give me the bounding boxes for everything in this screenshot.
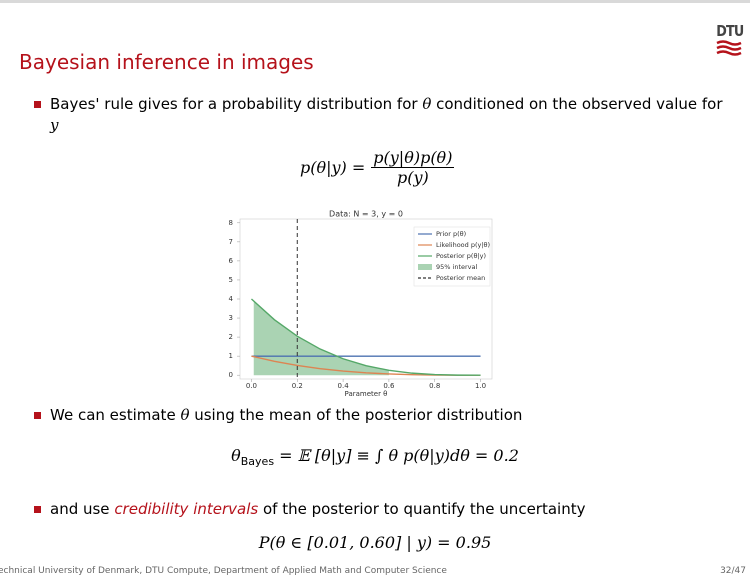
- y-tick-label: 6: [229, 257, 234, 265]
- bullet-marker: [34, 101, 41, 108]
- y-tick-label: 1: [229, 352, 233, 360]
- text: Bayes' rule gives for a probability dist…: [50, 95, 423, 113]
- chart-title: Data: N = 3, y = 0: [329, 210, 403, 219]
- logo: DTU: [714, 22, 744, 62]
- line: [250, 298, 481, 376]
- text: conditioned on the observed value for: [431, 95, 723, 113]
- bullet: Bayes' rule gives for a probability dist…: [34, 94, 730, 136]
- formula: θBayes = 𝔼 [θ|y] ≡ ∫ θ p(θ|y)dθ = 0.2: [0, 446, 750, 468]
- logo-text: DTU: [716, 22, 744, 40]
- slide-title: Bayesian inference in images: [19, 50, 314, 74]
- chart: Data: N = 3, y = 0 Parameter θ 0 1 2 3 4 5 6 7 8…: [229, 210, 493, 398]
- x-tick-label: 0.4: [338, 382, 350, 390]
- legend-label: 95% interval: [436, 263, 477, 271]
- bullet: We can estimate θ using the mean of the …: [34, 405, 730, 426]
- subscript: Bayes: [240, 455, 275, 469]
- page-number: 32/47: [720, 566, 746, 576]
- x-tick-label: 0.6: [383, 382, 395, 390]
- formula: P(θ ∈ [0.01, 0.60] | y) = 0.95: [258, 533, 492, 552]
- y-tick-label: 7: [229, 238, 233, 246]
- text: using the mean of the posterior distribu…: [189, 406, 523, 424]
- bullet: and use credibility intervals of the pos…: [34, 499, 730, 520]
- top-bar: [0, 0, 750, 3]
- bullet-marker: [34, 506, 41, 513]
- math: θ: [231, 446, 241, 465]
- y-tick-label: 8: [229, 219, 233, 227]
- x-tick-label: 0.8: [429, 382, 440, 390]
- fraction: p(y|θ)p(θ) p(y): [371, 148, 455, 187]
- bullet-marker: [34, 412, 41, 419]
- math: θ: [422, 95, 432, 113]
- x-axis-label: Parameter θ: [345, 390, 388, 398]
- formula: p(θ|y) = p(y|θ)p(θ) p(y): [300, 148, 455, 187]
- legend-label: Posterior p(θ|y): [436, 252, 486, 260]
- y-tick-label: 4: [229, 295, 234, 303]
- x-tick-label: 1.0: [475, 382, 486, 390]
- text: We can estimate: [50, 406, 181, 424]
- math: y: [50, 116, 59, 134]
- y-tick-label: 5: [229, 276, 233, 284]
- text: of the posterior to quantify the uncerta…: [258, 500, 586, 518]
- legend-label: Posterior mean: [436, 274, 485, 282]
- math: = 𝔼 [θ|y] ≡ ∫ θ p(θ|y)dθ = 0.2: [279, 446, 519, 465]
- x-tick-label: 0.2: [292, 382, 303, 390]
- denominator: p(y): [396, 168, 429, 187]
- legend-label: Prior p(θ): [436, 230, 466, 238]
- y-tick-label: 3: [229, 314, 233, 322]
- text: and use: [50, 500, 115, 518]
- legend-swatch: [418, 264, 432, 270]
- emphasis: credibility intervals: [114, 500, 259, 518]
- logo-waves: [716, 40, 742, 56]
- numerator: p(y|θ)p(θ): [371, 148, 455, 168]
- y-tick-label: 0: [229, 371, 233, 379]
- x-tick-label: 0.0: [246, 382, 257, 390]
- footer-text: Technical University of Denmark, DTU Com…: [0, 566, 447, 576]
- formula-lhs: p(θ|y) =: [300, 158, 366, 177]
- legend-label: Likelihood p(y|θ): [436, 241, 490, 249]
- math: θ: [180, 406, 190, 424]
- y-tick-label: 2: [229, 333, 233, 341]
